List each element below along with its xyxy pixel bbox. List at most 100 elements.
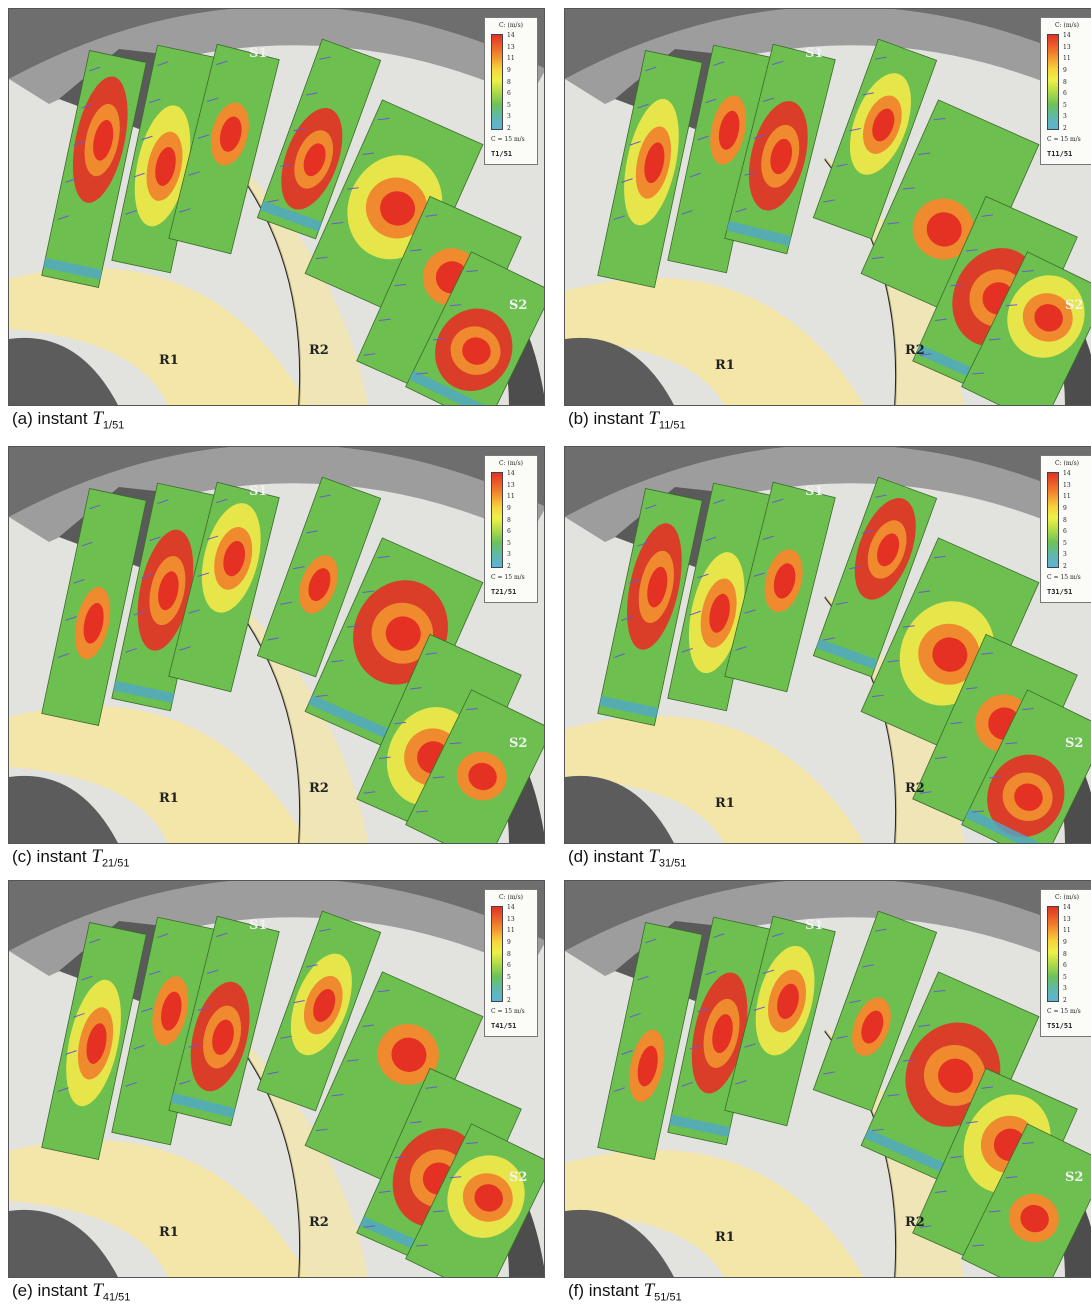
legend-tick: 6 <box>1063 528 1067 536</box>
rotor-r2-passage <box>229 597 369 843</box>
legend-title: C: (m/s) <box>499 894 523 901</box>
caption-prefix: (e) instant <box>12 1281 93 1300</box>
caption-e: (e) instant T41/51 <box>12 1280 130 1303</box>
legend-tick: 5 <box>1063 101 1067 109</box>
label-r2: R2 <box>309 1215 329 1230</box>
label-s2: S2 <box>509 298 527 313</box>
legend-tick: 8 <box>1063 516 1067 524</box>
legend-title: C: (m/s) <box>1055 894 1079 901</box>
label-s1: S1 <box>805 46 823 61</box>
label-r2: R2 <box>905 343 925 358</box>
legend-ticks: 14 13 11 9 8 6 5 3 2 <box>507 32 535 132</box>
measurement-window <box>41 922 147 1160</box>
legend-tick: 6 <box>1063 90 1067 98</box>
label-r1: R1 <box>159 1225 179 1240</box>
measurement-window <box>41 488 147 726</box>
caption-c: (c) instant T21/51 <box>12 846 129 869</box>
measurement-window <box>724 481 836 693</box>
caption-t: T <box>91 846 102 867</box>
color-legend: C: (m/s) 14 13 11 9 8 6 5 3 2 C = 15 m/s T31/51 <box>1040 455 1091 603</box>
legend-reference: C = 15 m/s <box>491 136 525 143</box>
legend-tick: 3 <box>507 551 511 559</box>
legend-ticks: 14 13 11 9 8 6 5 3 2 <box>1063 32 1091 132</box>
measurement-window <box>111 916 217 1146</box>
measurement-window <box>812 38 938 240</box>
legend-title: C: (m/s) <box>499 22 523 29</box>
panel-f: S1 S2 R1 R2 C: (m/s) 14 13 11 9 8 6 5 3 2 C = 15 m/s T5… <box>564 880 1091 1278</box>
legend-tick: 11 <box>1063 927 1071 935</box>
flow-field-illustration: S1 S2 R1 R2 <box>9 9 544 405</box>
flow-field-illustration: S1 S2 R1 R2 <box>565 881 1091 1277</box>
caption-subscript: 41/51 <box>102 1291 131 1304</box>
measurement-window <box>812 910 938 1112</box>
legend-tick: 3 <box>1063 551 1067 559</box>
hub <box>565 1209 674 1277</box>
label-s1: S1 <box>805 918 823 933</box>
label-r1: R1 <box>159 353 179 368</box>
rotor-r2-passage <box>229 1031 369 1277</box>
legend-tick: 5 <box>507 539 511 547</box>
legend-ticks: 14 13 11 9 8 6 5 3 2 <box>507 904 535 1004</box>
legend-tick: 11 <box>507 55 515 63</box>
casing-top <box>9 9 544 79</box>
caption-f: (f) instant T51/51 <box>568 1280 682 1303</box>
label-r1: R1 <box>715 1230 735 1245</box>
casing-top <box>9 881 544 951</box>
label-r1: R1 <box>715 358 735 373</box>
legend-tick: 8 <box>507 516 511 524</box>
legend-title: C: (m/s) <box>1055 22 1079 29</box>
legend-tick: 8 <box>507 78 511 86</box>
rotor-r1 <box>565 716 864 843</box>
rotor-r1 <box>565 278 864 405</box>
panel-c: S1 S2 R1 R2 C: (m/s) 14 13 11 9 8 6 5 3 2 C = 15 m/s T2… <box>8 446 545 844</box>
measurement-window <box>256 38 382 240</box>
legend-colorbar <box>1047 472 1059 568</box>
hub <box>9 1209 118 1277</box>
velocity-map-image: S1 S2 R1 R2 C: (m/s) 14 13 11 9 8 6 5 3 2 C = 15 m/s T1… <box>8 8 545 406</box>
legend-tick: 8 <box>1063 950 1067 958</box>
legend-ticks: 14 13 11 9 8 6 5 3 2 <box>507 470 535 570</box>
hub <box>9 775 118 843</box>
legend-tick: 13 <box>507 43 515 51</box>
legend-ticks: 14 13 11 9 8 6 5 3 2 <box>1063 904 1091 1004</box>
measurement-window <box>860 99 1040 319</box>
legend-colorbar <box>491 472 503 568</box>
measurement-window <box>961 251 1091 405</box>
measurement-window <box>168 43 280 255</box>
hub <box>565 337 674 405</box>
color-legend: C: (m/s) 14 13 11 9 8 6 5 3 2 C = 15 m/s T21/51 <box>484 455 538 603</box>
caption-subscript: 1/51 <box>102 419 125 432</box>
legend-tick: 3 <box>507 113 511 121</box>
measurement-window <box>961 689 1091 843</box>
legend-tick: 5 <box>1063 973 1067 981</box>
measurement-window <box>111 44 217 274</box>
legend-tick: 11 <box>1063 55 1071 63</box>
measurement-window <box>667 44 773 274</box>
panel-d: S1 S2 R1 R2 C: (m/s) 14 13 11 9 8 6 5 3 2 C = 15 m/s T3… <box>564 446 1091 844</box>
caption-t: T <box>648 408 659 429</box>
caption-t: T <box>92 408 103 429</box>
stator-s1-band <box>9 447 544 542</box>
legend-title: C: (m/s) <box>499 460 523 467</box>
rotor-r1 <box>9 268 308 405</box>
legend-tick: 2 <box>507 563 511 570</box>
measurement-window <box>961 1123 1091 1277</box>
measurement-window <box>405 1123 544 1277</box>
legend-tick: 9 <box>1063 504 1067 512</box>
measurement-window <box>724 43 836 255</box>
flow-field-illustration: S1 S2 R1 R2 <box>9 881 544 1277</box>
legend-tick: 6 <box>1063 962 1067 970</box>
measurement-window <box>812 476 938 678</box>
measurement-window <box>912 1067 1078 1275</box>
legend-reference: C = 15 m/s <box>491 574 525 581</box>
legend-colorbar <box>1047 906 1059 1002</box>
measurement-window <box>111 482 217 712</box>
legend-tick: 14 <box>507 32 515 39</box>
flow-field-illustration: S1 S2 R1 R2 <box>565 447 1091 843</box>
label-s1: S1 <box>249 484 267 499</box>
legend-tick: 5 <box>507 973 511 981</box>
legend-tick: 2 <box>1063 125 1067 132</box>
caption-a: (a) instant T1/51 <box>12 408 124 431</box>
legend-instant: T11/51 <box>1047 150 1073 158</box>
legend-tick: 13 <box>507 481 515 489</box>
